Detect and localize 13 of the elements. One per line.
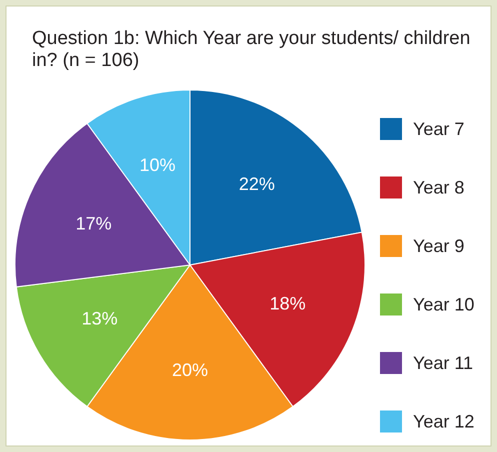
legend-label: Year 8: [413, 178, 464, 198]
data-label: 18%: [270, 294, 306, 314]
data-label: 22%: [238, 174, 275, 194]
data-label: 20%: [172, 360, 208, 380]
legend-label: Year 9: [413, 236, 464, 256]
legend-label: Year 12: [413, 412, 474, 432]
legend-label: Year 7: [413, 119, 464, 139]
legend-label: Year 11: [413, 353, 474, 373]
data-label: 10%: [140, 155, 176, 176]
data-label: 17%: [76, 213, 112, 234]
legend-label: Year 10: [413, 294, 474, 314]
data-label: 13%: [82, 308, 118, 328]
chart-title: Question 1b: Which Year are your students/ children in? (n = 106): [32, 28, 470, 71]
